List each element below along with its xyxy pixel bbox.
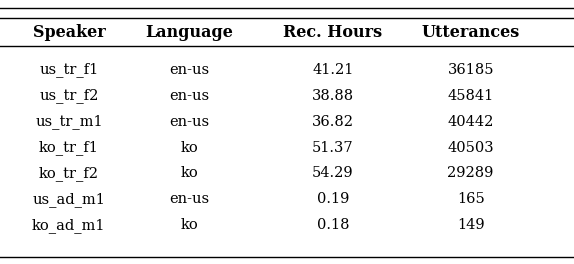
Text: Rec. Hours: Rec. Hours xyxy=(284,24,382,41)
Text: ko_ad_m1: ko_ad_m1 xyxy=(32,218,106,233)
Text: us_tr_m1: us_tr_m1 xyxy=(35,114,103,129)
Text: en-us: en-us xyxy=(169,192,210,206)
Text: en-us: en-us xyxy=(169,63,210,77)
Text: 36185: 36185 xyxy=(447,63,494,77)
Text: en-us: en-us xyxy=(169,89,210,103)
Text: ko: ko xyxy=(181,140,198,155)
Text: ko: ko xyxy=(181,218,198,232)
Text: 38.88: 38.88 xyxy=(312,89,354,103)
Text: 54.29: 54.29 xyxy=(312,166,354,181)
Text: 0.19: 0.19 xyxy=(317,192,349,206)
Text: us_ad_m1: us_ad_m1 xyxy=(33,192,105,207)
Text: 40442: 40442 xyxy=(448,115,494,129)
Text: Utterances: Utterances xyxy=(421,24,520,41)
Text: 29289: 29289 xyxy=(448,166,494,181)
Text: Language: Language xyxy=(145,24,234,41)
Text: ko: ko xyxy=(181,166,198,181)
Text: 149: 149 xyxy=(457,218,484,232)
Text: ko_tr_f1: ko_tr_f1 xyxy=(39,140,99,155)
Text: 0.18: 0.18 xyxy=(317,218,349,232)
Text: ko_tr_f2: ko_tr_f2 xyxy=(39,166,99,181)
Text: 51.37: 51.37 xyxy=(312,140,354,155)
Text: en-us: en-us xyxy=(169,115,210,129)
Text: Speaker: Speaker xyxy=(33,24,105,41)
Text: 40503: 40503 xyxy=(447,140,494,155)
Text: 36.82: 36.82 xyxy=(312,115,354,129)
Text: us_tr_f1: us_tr_f1 xyxy=(39,63,99,77)
Text: 41.21: 41.21 xyxy=(312,63,354,77)
Text: 165: 165 xyxy=(457,192,484,206)
Text: 45841: 45841 xyxy=(448,89,494,103)
Text: us_tr_f2: us_tr_f2 xyxy=(39,88,99,103)
